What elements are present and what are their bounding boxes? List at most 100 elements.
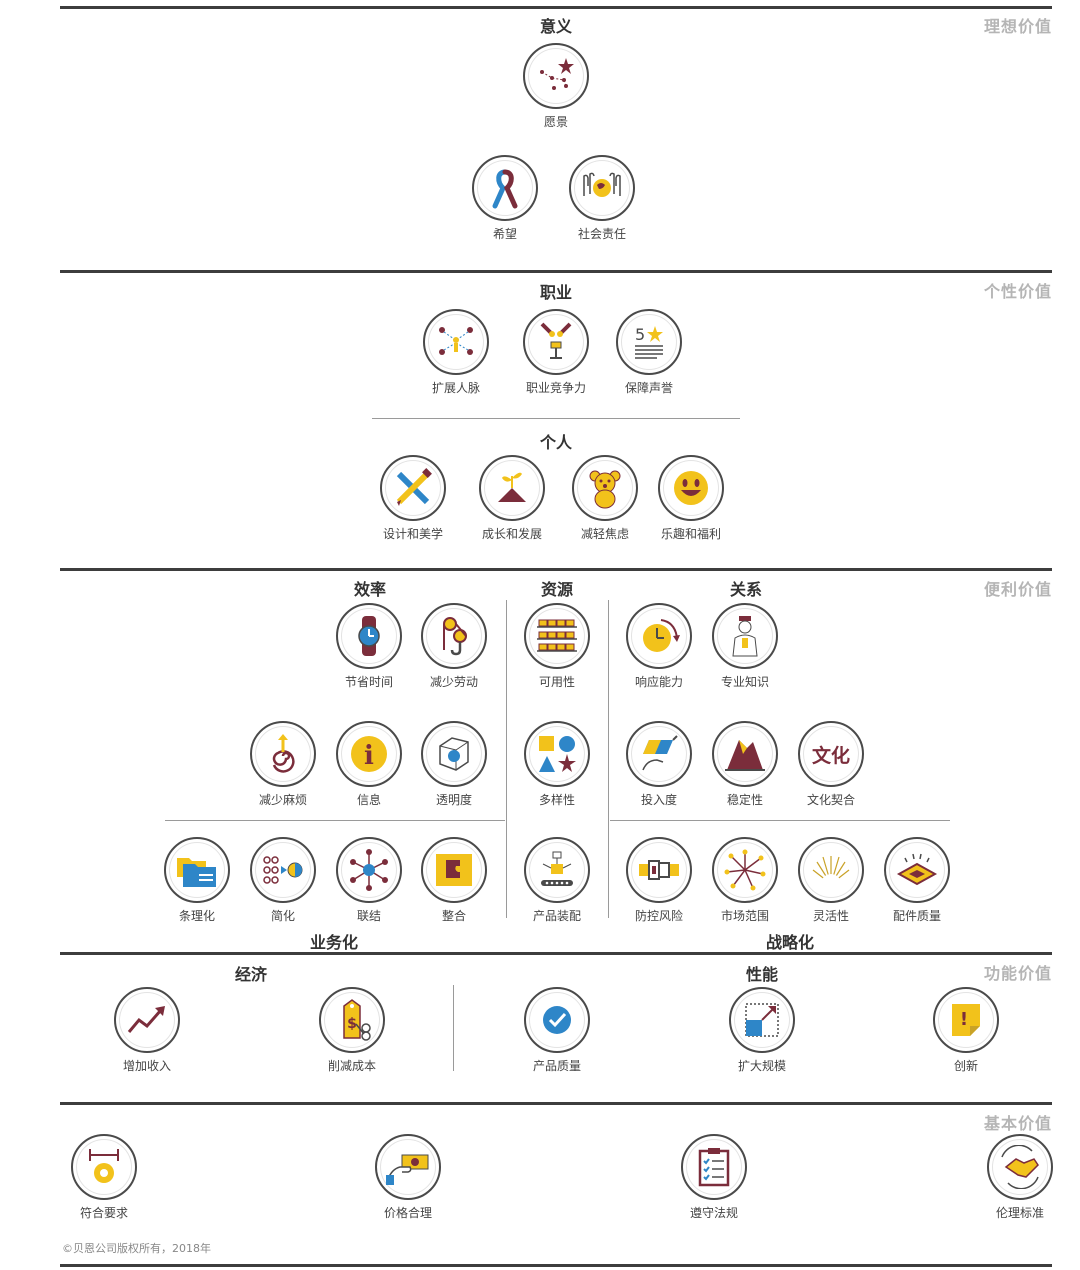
info-icon: i bbox=[336, 721, 402, 787]
value-reduces-anxiety: 减轻焦虑 bbox=[550, 455, 660, 542]
section-meaning: 意义 bbox=[539, 17, 573, 36]
glass-cube-icon bbox=[421, 721, 487, 787]
shapes-icon bbox=[524, 721, 590, 787]
tier-label-functional: 功能价值 bbox=[983, 964, 1052, 983]
hands-globe-icon bbox=[569, 155, 635, 221]
value-stability: 稳定性 bbox=[690, 721, 800, 808]
value-network-expansion: 扩展人脉 bbox=[401, 309, 511, 396]
ribbon-icon bbox=[472, 155, 538, 221]
value-increased-revenue: 增加收入 bbox=[92, 987, 202, 1074]
section-personal: 个人 bbox=[539, 433, 573, 452]
value-label: 灵活性 bbox=[812, 909, 849, 923]
dots-simplify-icon bbox=[250, 837, 316, 903]
value-regulatory-compliance: 遵守法规 bbox=[659, 1134, 769, 1221]
value-label: 减轻焦虑 bbox=[580, 527, 629, 541]
bottom-divider bbox=[60, 1264, 1052, 1267]
section-performance: 性能 bbox=[745, 965, 779, 984]
value-expertise: 专业知识 bbox=[690, 603, 800, 690]
functional-divider bbox=[453, 985, 454, 1071]
stage-spotlight-icon bbox=[523, 309, 589, 375]
value-label: 稳定性 bbox=[726, 793, 763, 807]
exclamation-note-icon: ! bbox=[933, 987, 999, 1053]
value-informs: i 信息 bbox=[314, 721, 424, 808]
value-availability: 可用性 bbox=[502, 603, 612, 690]
section-relations: 关系 bbox=[729, 580, 763, 599]
value-label: 保障声誉 bbox=[624, 381, 673, 395]
value-label: 市场范围 bbox=[720, 909, 769, 923]
value-responsiveness: 响应能力 bbox=[604, 603, 714, 690]
doctor-icon bbox=[712, 603, 778, 669]
value-label: 防控风险 bbox=[634, 909, 683, 923]
value-label: 产品装配 bbox=[532, 909, 581, 923]
value-component-quality: 配件质量 bbox=[862, 837, 972, 924]
value-label: 条理化 bbox=[178, 909, 215, 923]
personal-divider bbox=[372, 418, 740, 419]
value-product-assembly: 产品装配 bbox=[502, 837, 612, 924]
value-integration: 联结 bbox=[314, 837, 424, 924]
svg-text:i: i bbox=[364, 741, 374, 771]
constellation-icon bbox=[523, 43, 589, 109]
tier-divider-4 bbox=[60, 952, 1052, 955]
value-label: 伦理标准 bbox=[995, 1206, 1044, 1220]
value-label: 节省时间 bbox=[344, 675, 393, 689]
value-ethical-standards: 伦理标准 bbox=[965, 1134, 1075, 1221]
value-label: 创新 bbox=[953, 1059, 978, 1073]
tier-divider-5 bbox=[60, 1102, 1052, 1105]
value-label: 扩大规模 bbox=[737, 1059, 786, 1073]
section-economy: 经济 bbox=[234, 965, 268, 984]
value-label: 希望 bbox=[492, 227, 517, 241]
tier-divider-2 bbox=[60, 270, 1052, 273]
svg-text:!: ! bbox=[960, 1009, 968, 1030]
teddy-bear-icon bbox=[572, 455, 638, 521]
value-avoids-hassles: 减少麻烦 bbox=[228, 721, 338, 808]
tier-divider-1 bbox=[60, 6, 1052, 9]
svg-text:文化: 文化 bbox=[812, 744, 850, 767]
value-label: 投入度 bbox=[640, 793, 677, 807]
tier-label-personal: 个性价值 bbox=[983, 282, 1052, 301]
check-badge-icon bbox=[524, 987, 590, 1053]
puzzle-icon bbox=[421, 837, 487, 903]
value-label: 减少麻烦 bbox=[258, 793, 307, 807]
value-risk-reduction: 防控风险 bbox=[604, 837, 714, 924]
value-label: 产品质量 bbox=[532, 1059, 581, 1073]
smiley-icon bbox=[658, 455, 724, 521]
value-label: 符合要求 bbox=[79, 1206, 128, 1220]
trend-up-icon bbox=[114, 987, 180, 1053]
hand-flag-icon bbox=[626, 721, 692, 787]
rock-icon bbox=[712, 721, 778, 787]
radiating-lines-icon bbox=[798, 837, 864, 903]
value-vision: 愿景 bbox=[501, 43, 611, 130]
value-acceptable-price: 价格合理 bbox=[353, 1134, 463, 1221]
value-label: 价格合理 bbox=[383, 1206, 432, 1220]
value-label: 简化 bbox=[270, 909, 295, 923]
value-label: 设计和美学 bbox=[382, 527, 443, 541]
value-label: 多样性 bbox=[538, 793, 575, 807]
hub-nodes-icon bbox=[336, 837, 402, 903]
spiral-arrow-icon bbox=[250, 721, 316, 787]
value-label: 信息 bbox=[356, 793, 381, 807]
section-strategic: 战略化 bbox=[765, 933, 815, 952]
value-connects: 投入度 bbox=[604, 721, 714, 808]
chip-icon bbox=[884, 837, 950, 903]
value-label: 增加收入 bbox=[122, 1059, 171, 1073]
value-label: 可用性 bbox=[538, 675, 575, 689]
wristwatch-icon bbox=[336, 603, 402, 669]
value-integrates: 整合 bbox=[399, 837, 509, 924]
pencil-brush-icon bbox=[380, 455, 446, 521]
value-label: 成长和发展 bbox=[481, 527, 542, 541]
copyright-text: ©贝恩公司版权所有，2018年 bbox=[62, 1242, 211, 1255]
value-social-responsibility: 社会责任 bbox=[547, 155, 657, 242]
folders-icon bbox=[164, 837, 230, 903]
section-business: 业务化 bbox=[309, 933, 359, 952]
seatbelt-buckle-icon bbox=[626, 837, 692, 903]
assembly-robot-icon bbox=[524, 837, 590, 903]
value-label: 联结 bbox=[356, 909, 381, 923]
value-flexibility: 灵活性 bbox=[776, 837, 886, 924]
value-reach: 市场范围 bbox=[690, 837, 800, 924]
network-people-icon bbox=[423, 309, 489, 375]
value-label: 减少劳动 bbox=[429, 675, 478, 689]
svg-text:$: $ bbox=[347, 1016, 357, 1032]
resources-right-divider bbox=[608, 600, 609, 918]
value-scalability: 扩大规模 bbox=[707, 987, 817, 1074]
value-label: 透明度 bbox=[435, 793, 472, 807]
